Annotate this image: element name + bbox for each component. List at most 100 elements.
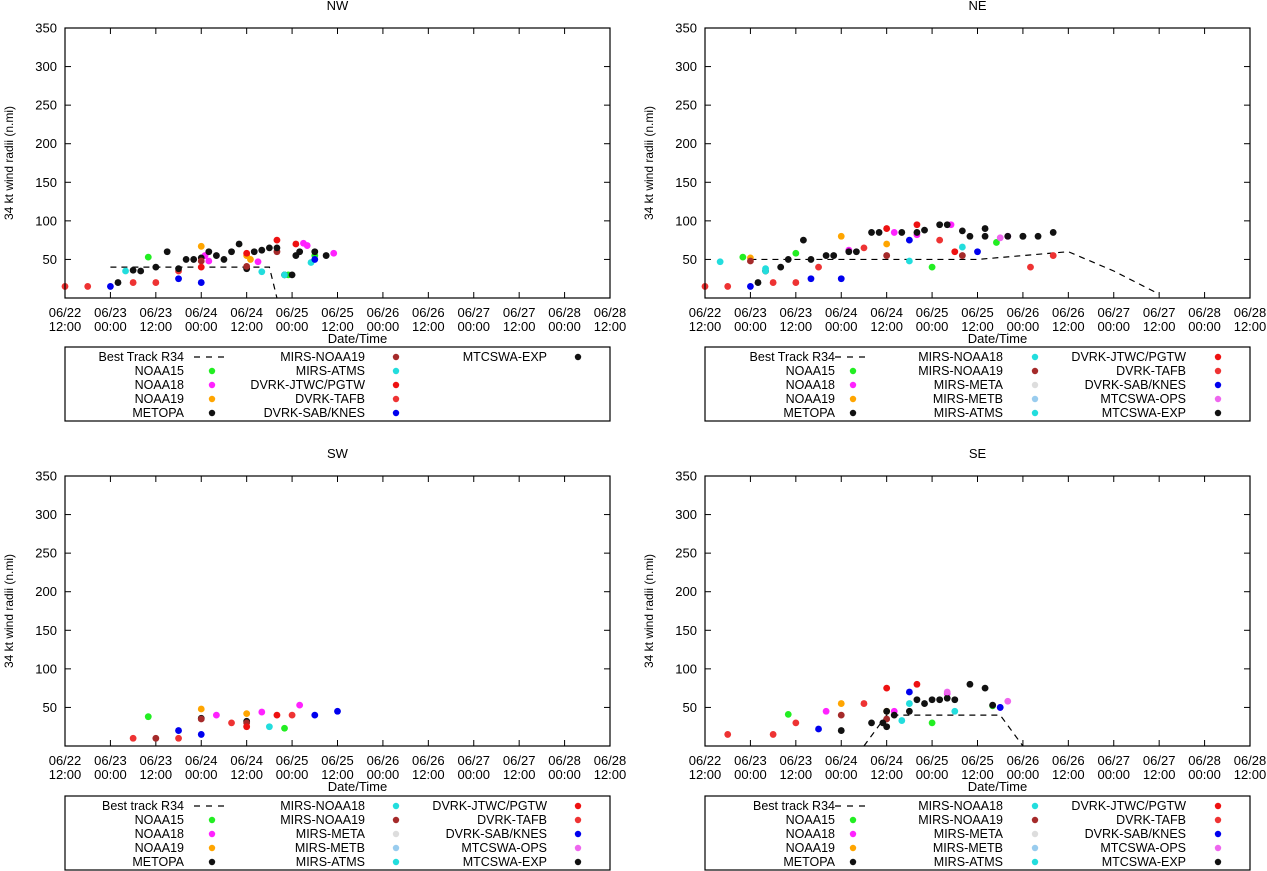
- data-point: [152, 734, 160, 742]
- x-tick-label-time: 12:00: [49, 767, 82, 782]
- legend-label: MIRS-META: [934, 378, 1004, 392]
- data-point: [837, 711, 845, 719]
- data-point: [1049, 252, 1057, 259]
- x-tick-label-time: 00:00: [94, 767, 127, 782]
- legend-marker: [392, 816, 400, 824]
- legend-label: NOAA19: [135, 841, 184, 855]
- legend-label: NOAA19: [135, 392, 184, 406]
- data-point: [898, 717, 906, 724]
- x-tick-label-time: 00:00: [457, 767, 490, 782]
- data-point: [769, 731, 777, 738]
- legend-marker: [574, 802, 582, 810]
- series-dvrk-sab-knes: [175, 707, 341, 738]
- series-mirs-noaa18: [898, 707, 959, 724]
- legend-marker: [1031, 830, 1039, 838]
- data-point: [860, 700, 868, 707]
- x-tick-label-date: 06/22: [49, 753, 82, 768]
- data-point: [784, 710, 792, 718]
- x-tick-label-time: 12:00: [1234, 767, 1267, 782]
- x-tick-label-date: 06/25: [916, 305, 949, 320]
- legend-marker: [849, 858, 857, 866]
- data-point: [724, 731, 732, 738]
- data-point: [122, 267, 129, 275]
- x-axis-label: Date/Time: [968, 331, 1027, 346]
- data-point: [288, 271, 296, 279]
- x-tick-label-time: 00:00: [1007, 767, 1040, 782]
- y-tick-label: 100: [35, 213, 57, 228]
- data-point: [981, 684, 989, 692]
- x-tick-label-date: 06/26: [367, 305, 400, 320]
- legend-label: Best Track R34: [99, 350, 184, 364]
- legend-label: NOAA18: [786, 827, 835, 841]
- data-point: [258, 708, 266, 716]
- data-point: [769, 279, 777, 286]
- series-dvrk-tafb: [129, 711, 296, 742]
- y-tick-label: 150: [35, 175, 57, 190]
- data-point: [258, 246, 266, 254]
- data-point: [784, 256, 792, 263]
- legend-label: MIRS-META: [296, 827, 366, 841]
- data-point: [993, 239, 1000, 246]
- x-tick-label-time: 00:00: [367, 767, 400, 782]
- data-point: [981, 232, 989, 240]
- x-tick-label-date: 06/24: [230, 305, 263, 320]
- series-dvrk-tafb: [701, 236, 1057, 290]
- data-point: [981, 225, 989, 232]
- data-point: [243, 710, 251, 717]
- legend-label: NOAA15: [135, 364, 184, 378]
- legend-marker: [1214, 802, 1222, 810]
- legend-label: NOAA18: [135, 827, 184, 841]
- x-tick-label-time: 12:00: [1052, 767, 1085, 782]
- legend-label: MIRS-NOAA18: [280, 799, 365, 813]
- y-tick-label: 300: [35, 507, 57, 522]
- x-tick-label-date: 06/24: [870, 305, 903, 320]
- x-tick-label-time: 12:00: [140, 767, 173, 782]
- series-metopa: [197, 714, 251, 725]
- x-tick-label-date: 06/23: [734, 305, 767, 320]
- series-mirs-atms: [762, 243, 966, 275]
- data-point: [890, 229, 898, 236]
- x-tick-label-date: 06/23: [734, 753, 767, 768]
- data-point: [212, 711, 220, 719]
- x-tick-label-time: 00:00: [825, 767, 858, 782]
- legend-marker: [849, 816, 857, 824]
- data-point: [928, 696, 936, 704]
- x-tick-label-date: 06/28: [548, 305, 581, 320]
- y-tick-label: 150: [675, 175, 697, 190]
- x-tick-label-time: 00:00: [1188, 319, 1221, 334]
- legend-label: MIRS-NOAA18: [918, 350, 1003, 364]
- x-tick-label-date: 06/25: [961, 753, 994, 768]
- series-dvrk-tafb: [61, 267, 182, 290]
- legend-label: NOAA15: [135, 813, 184, 827]
- legend-marker: [1214, 816, 1222, 824]
- data-point: [762, 267, 769, 275]
- y-tick-label: 50: [43, 700, 57, 715]
- x-tick-label-date: 06/24: [825, 305, 858, 320]
- data-point: [114, 279, 122, 286]
- legend-marker: [574, 816, 582, 824]
- legend-marker: [1214, 367, 1222, 375]
- legend-marker: [1214, 844, 1222, 852]
- x-tick-label-date: 06/24: [825, 753, 858, 768]
- y-tick-label: 350: [35, 21, 57, 36]
- series-dvrk-jtwc-pgtw: [883, 221, 959, 256]
- data-point: [197, 257, 205, 265]
- data-point: [883, 252, 891, 259]
- legend-marker: [208, 381, 216, 389]
- x-tick-label-time: 00:00: [1007, 319, 1040, 334]
- legend-marker: [1031, 816, 1039, 824]
- x-tick-label-date: 06/22: [689, 753, 722, 768]
- x-tick-label-date: 06/27: [1143, 305, 1176, 320]
- data-point: [273, 236, 281, 244]
- data-point: [334, 707, 341, 715]
- legend-marker: [849, 830, 857, 838]
- series-mirs-atms: [265, 723, 273, 731]
- data-point: [890, 711, 898, 719]
- y-tick-label: 50: [683, 700, 697, 715]
- legend-marker: [1031, 409, 1039, 417]
- data-point: [875, 229, 883, 236]
- data-point: [212, 252, 220, 259]
- x-tick-label-time: 00:00: [276, 767, 309, 782]
- legend-frame: [704, 346, 1251, 422]
